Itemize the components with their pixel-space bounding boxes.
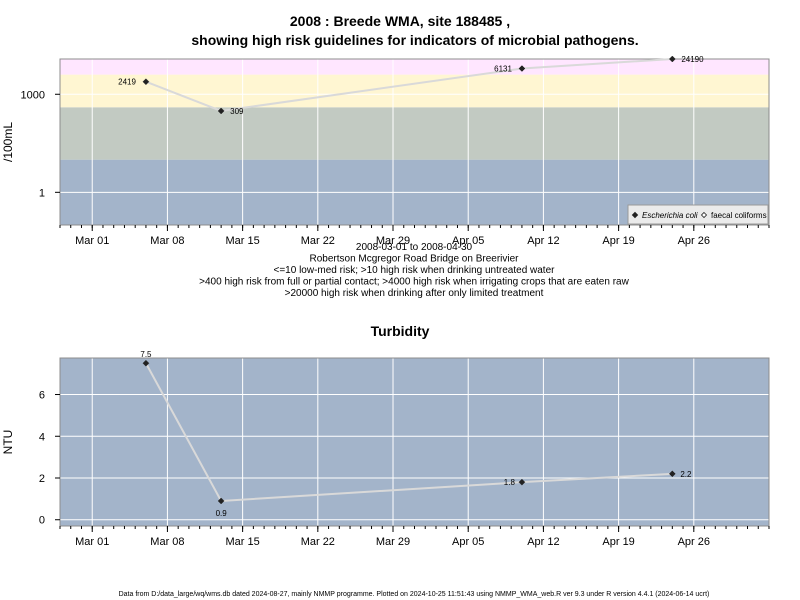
series-line xyxy=(145,58,673,112)
legend-box xyxy=(627,204,769,225)
chart-subtitle-line: >400 high risk from full or partial cont… xyxy=(199,277,629,288)
y-tick-label: 2 xyxy=(39,473,45,485)
plot-background xyxy=(60,358,769,526)
data-label: 2419 xyxy=(118,78,136,87)
x-tick-label: Apr 12 xyxy=(527,536,559,548)
x-tick-label: Mar 22 xyxy=(301,235,335,247)
chart-subtitle-line: Robertson Mcgregor Road Bridge on Breeri… xyxy=(310,254,520,265)
x-tick-label: Apr 05 xyxy=(452,235,484,247)
x-tick-label: Apr 19 xyxy=(602,536,634,548)
y-axis-label: /100mL xyxy=(1,122,15,162)
series-line xyxy=(145,362,673,502)
y-tick-label: 6 xyxy=(39,390,45,402)
x-tick-label: Apr 12 xyxy=(527,235,559,247)
data-label: 6131 xyxy=(494,65,512,74)
data-point xyxy=(217,497,225,505)
chart-subtitle-line: >20000 high risk when drinking after onl… xyxy=(285,288,544,299)
data-point xyxy=(217,107,225,115)
data-label: 309 xyxy=(230,107,244,116)
chart-title-line2: showing high risk guidelines for indicat… xyxy=(191,32,638,48)
x-tick-label: Mar 01 xyxy=(75,235,109,247)
x-tick-label: Mar 08 xyxy=(150,536,184,548)
chart-title: Turbidity xyxy=(371,323,430,339)
data-point xyxy=(142,359,150,367)
footer-note: Data from D:/data_large/wq/wms.db dated … xyxy=(119,591,710,598)
risk-band-3 xyxy=(60,59,769,75)
x-tick-label: Apr 26 xyxy=(678,536,710,548)
data-point xyxy=(142,78,150,86)
chart-title: 2008 : Breede WMA, site 188485 , xyxy=(290,13,510,29)
data-point xyxy=(668,55,676,63)
data-label: 0.9 xyxy=(216,509,228,518)
y-tick-label: 1 xyxy=(39,187,45,199)
legend-entry-ecoli: Escherichia coli xyxy=(642,211,698,220)
x-tick-label: Mar 22 xyxy=(301,536,335,548)
data-label: 1.8 xyxy=(504,478,516,487)
data-point xyxy=(518,65,526,72)
data-label: 7.5 xyxy=(140,350,152,359)
chart-subtitle-line: 2008-03-01 to 2008-04-30 xyxy=(356,242,473,253)
data-label: 2.2 xyxy=(680,470,692,479)
x-tick-label: Mar 29 xyxy=(376,536,410,548)
data-label: 24190 xyxy=(681,55,704,64)
x-tick-label: Apr 26 xyxy=(678,235,710,247)
x-tick-label: Mar 08 xyxy=(150,235,184,247)
chart-subtitle-line: <=10 low-med risk; >10 high risk when dr… xyxy=(274,265,556,276)
data-point xyxy=(668,470,676,478)
y-tick-label: 4 xyxy=(39,431,45,443)
x-tick-label: Mar 15 xyxy=(225,235,259,247)
legend-entry-faecal: faecal coliforms xyxy=(711,211,767,220)
x-tick-label: Mar 29 xyxy=(376,235,410,247)
legend-marker-faecal xyxy=(700,211,708,219)
x-tick-label: Apr 05 xyxy=(452,536,484,548)
data-point xyxy=(518,478,526,486)
legend-marker-ecoli xyxy=(631,211,639,219)
y-tick-label: 1000 xyxy=(21,89,45,101)
x-tick-label: Mar 15 xyxy=(225,536,259,548)
y-tick-label: 0 xyxy=(39,515,45,527)
y-axis-label: NTU xyxy=(1,430,15,455)
x-tick-label: Mar 01 xyxy=(75,536,109,548)
risk-band-2 xyxy=(60,74,769,108)
x-tick-label: Apr 19 xyxy=(602,235,634,247)
risk-band-1 xyxy=(60,107,769,160)
